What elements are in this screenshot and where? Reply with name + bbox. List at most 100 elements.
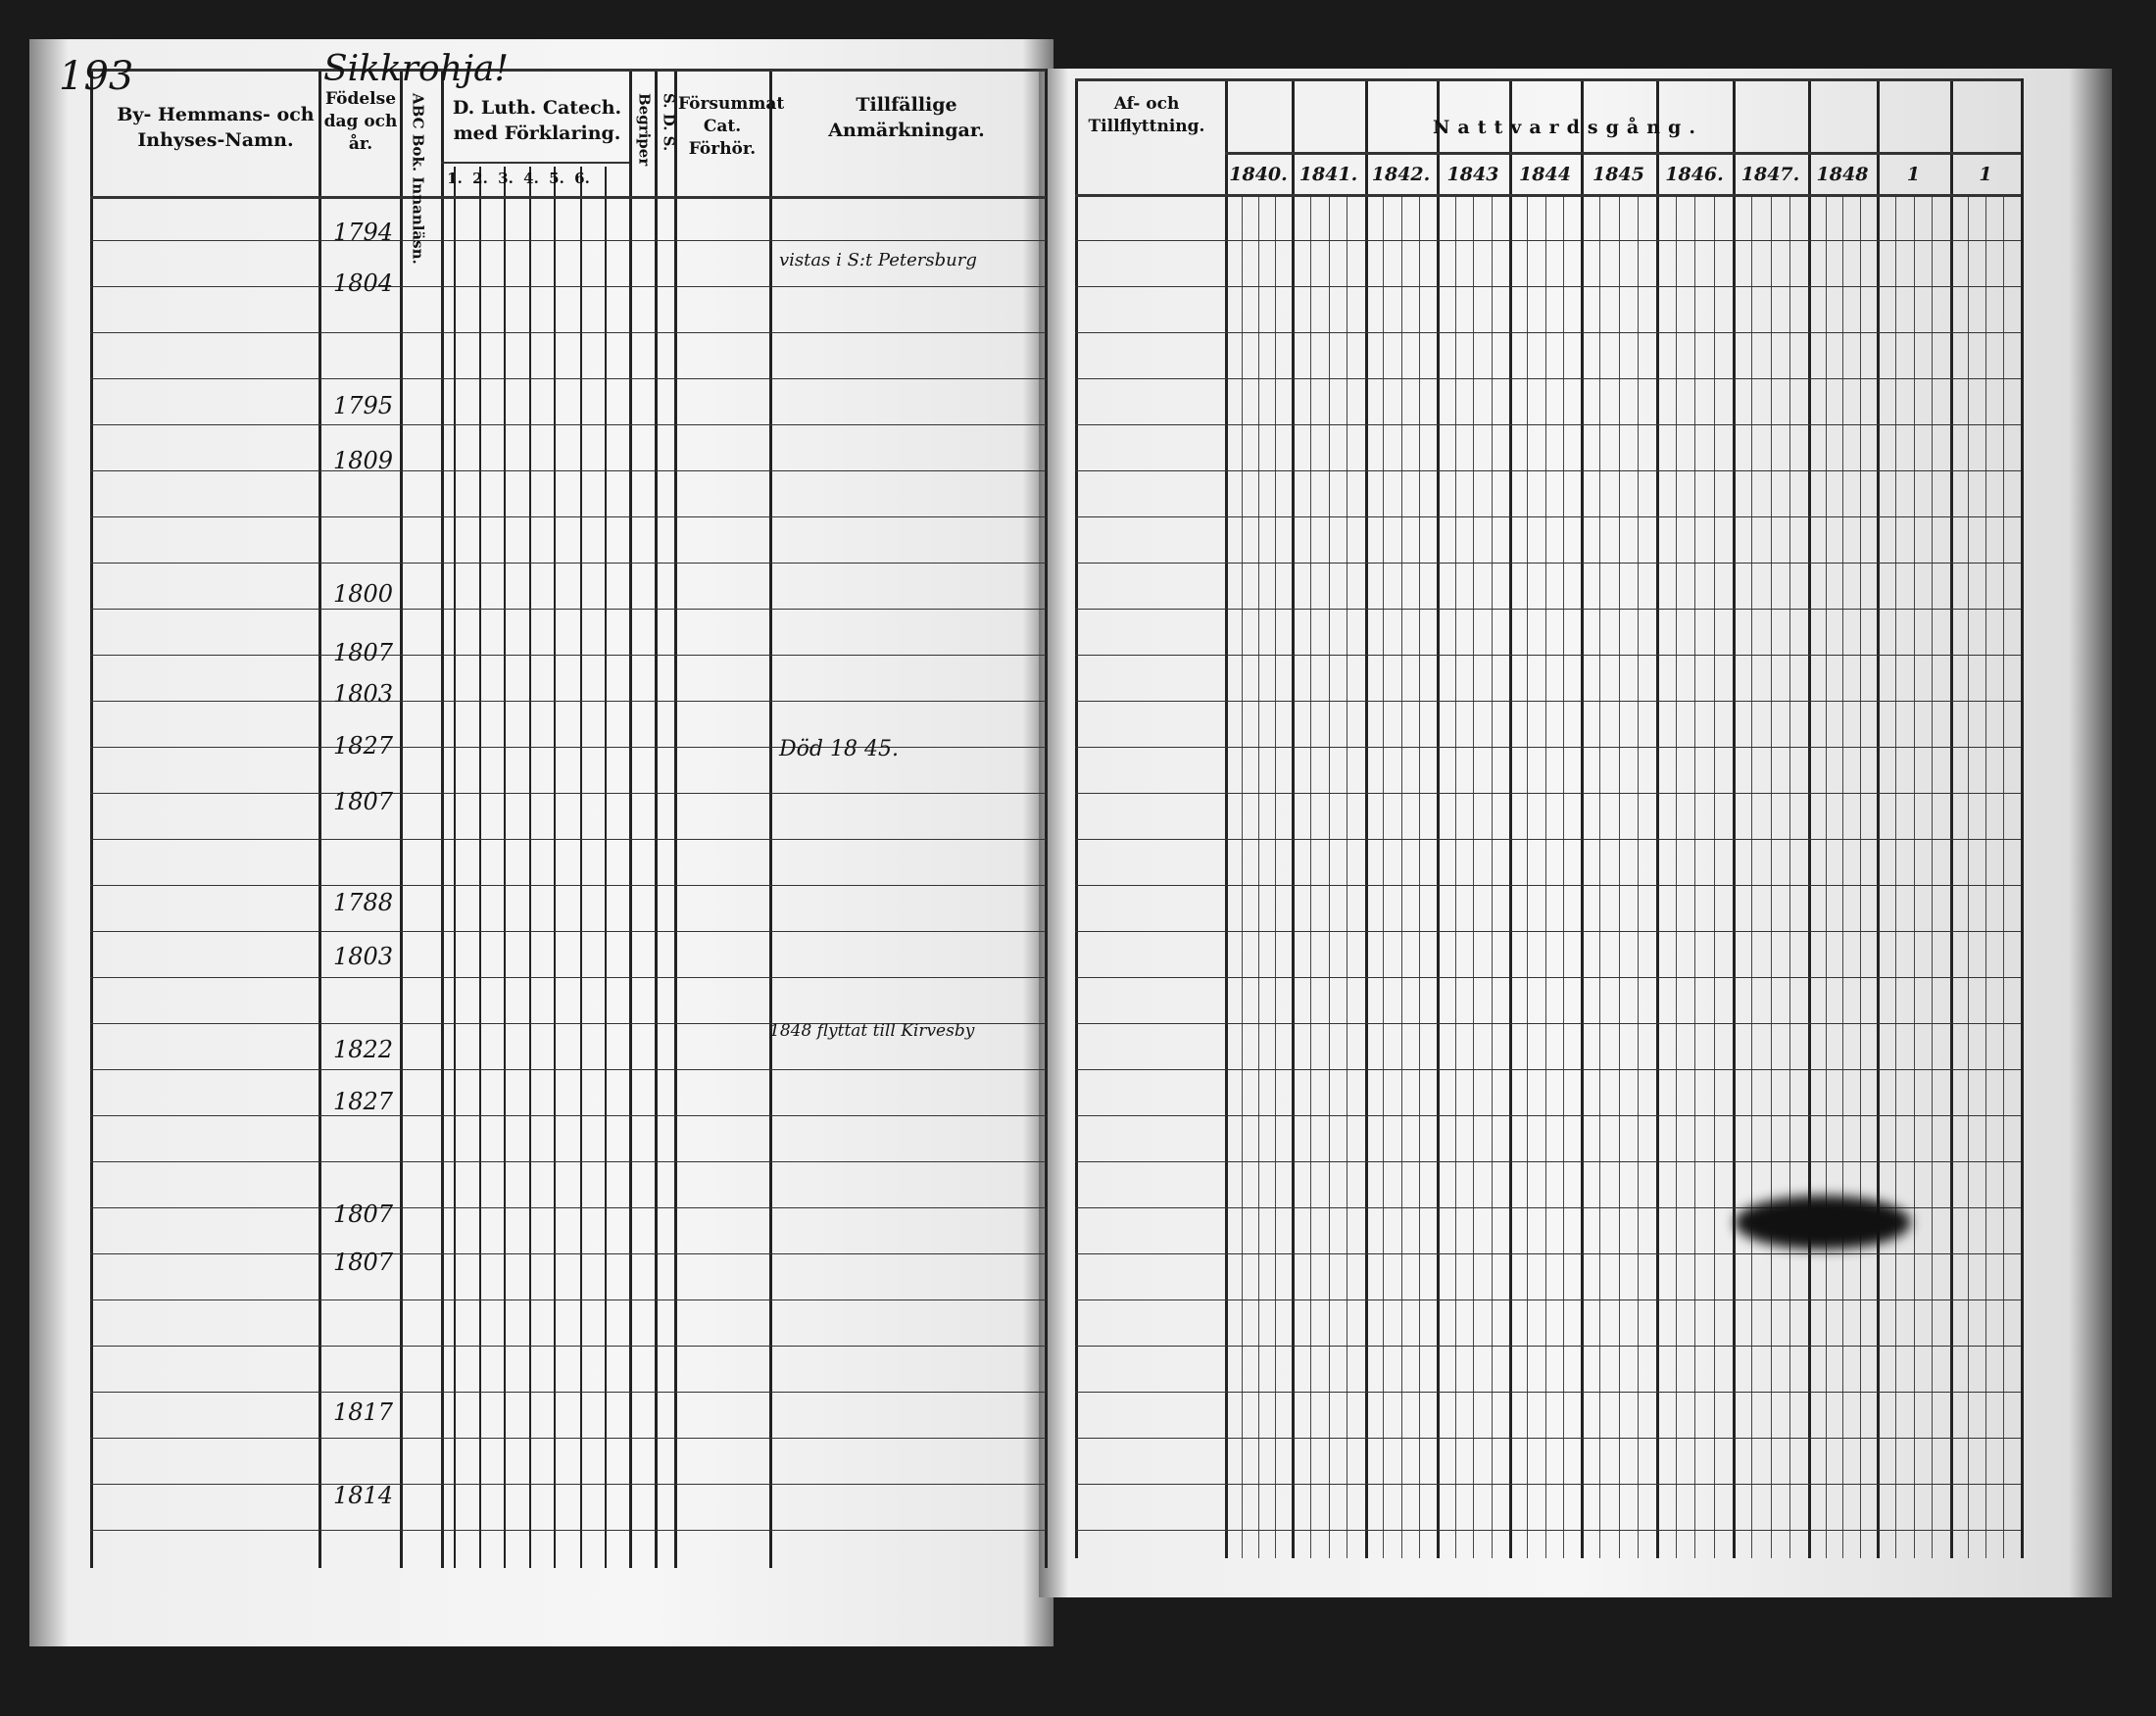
row-line — [1075, 885, 2021, 886]
row-line — [1075, 1207, 2021, 1208]
row-line — [1075, 701, 2021, 702]
header-understands: Begriper — [635, 93, 654, 167]
column-line — [655, 69, 658, 1568]
year-header: 1842. — [1371, 164, 1431, 185]
column-line — [1894, 196, 1896, 1558]
column-line — [1694, 196, 1695, 1558]
birth-year: 1817 — [333, 1398, 394, 1426]
column-line — [1527, 196, 1529, 1558]
column-line — [1788, 196, 1790, 1558]
row-line — [90, 1346, 1046, 1347]
column-line — [1418, 196, 1420, 1558]
birth-year: 1807 — [333, 639, 394, 666]
column-line — [1242, 196, 1243, 1558]
birth-year: 1807 — [333, 1249, 394, 1276]
row-line — [1075, 470, 2021, 471]
column-line — [1618, 196, 1620, 1558]
header-moves: Af- och Tillflyttning. — [1088, 94, 1205, 136]
header-line — [90, 196, 1046, 199]
birth-year: 1827 — [333, 1088, 394, 1115]
row-line — [90, 1253, 1046, 1254]
column-line — [629, 69, 632, 1568]
column-line — [1968, 196, 1969, 1558]
year-header: 1841. — [1298, 164, 1358, 185]
year-header: 1840. — [1229, 164, 1288, 185]
row-line — [1075, 1346, 2021, 1347]
year-header: 1848 — [1816, 164, 1869, 185]
catechism-part: 6. — [574, 170, 590, 187]
row-line — [90, 609, 1046, 610]
row-line — [1075, 747, 2021, 748]
column-line — [1637, 196, 1639, 1558]
birth-year: 1822 — [333, 1036, 394, 1063]
column-line — [1365, 78, 1368, 1558]
row-line — [1075, 1530, 2021, 1531]
column-line — [1473, 196, 1474, 1558]
row-line — [90, 516, 1046, 517]
row-line — [90, 1530, 1046, 1531]
year-header: 1845 — [1592, 164, 1644, 185]
column-line — [1770, 196, 1772, 1558]
row-line — [90, 655, 1046, 656]
year-header: 1843 — [1446, 164, 1499, 185]
row-line — [90, 1438, 1046, 1439]
village-heading: Sikkrohja! — [323, 49, 509, 89]
column-line — [1733, 78, 1736, 1558]
row-line — [1075, 1023, 2021, 1024]
row-line — [90, 1484, 1046, 1485]
column-line — [441, 69, 444, 1568]
row-line — [90, 470, 1046, 471]
column-line — [90, 69, 93, 1568]
remark-1: vistas i S:t Petersburg — [779, 250, 977, 270]
column-line — [1913, 196, 1915, 1558]
column-line — [1258, 196, 1259, 1558]
column-line — [1225, 78, 1228, 1558]
row-line — [90, 1023, 1046, 1024]
row-line — [90, 1161, 1046, 1162]
row-line — [90, 793, 1046, 794]
header-abc: ABC Bok. Innanläsn. — [409, 93, 427, 265]
page-number: 193 — [59, 54, 134, 99]
row-line — [1075, 1484, 2021, 1485]
row-line — [1075, 977, 2021, 978]
column-line — [1751, 196, 1753, 1558]
row-line — [90, 701, 1046, 702]
row-line — [90, 1115, 1046, 1116]
header-remarks: Tillfällige Anmärkningar. — [828, 94, 985, 141]
column-line — [1713, 196, 1715, 1558]
column-line — [1383, 196, 1385, 1558]
column-line — [1328, 196, 1330, 1558]
column-line — [1347, 196, 1348, 1558]
column-line — [1675, 196, 1677, 1558]
column-line — [1544, 196, 1546, 1558]
column-line — [400, 69, 403, 1568]
row-line — [1075, 378, 2021, 379]
row-line — [1075, 1161, 2021, 1162]
column-line — [1985, 196, 1986, 1558]
remark-3: 1848 flyttat till Kirvesby — [769, 1021, 975, 1041]
row-line — [1075, 1253, 2021, 1254]
birth-year: 1807 — [333, 1201, 394, 1228]
row-line — [90, 839, 1046, 840]
row-line — [90, 424, 1046, 425]
row-line — [1075, 240, 2021, 241]
left-page — [29, 39, 1054, 1646]
row-line — [90, 931, 1046, 932]
catechism-part: 4. — [523, 170, 539, 187]
row-line — [90, 563, 1046, 564]
row-line — [90, 286, 1046, 287]
header-birth: Födelse dag och år. — [323, 89, 398, 154]
column-line — [1599, 196, 1601, 1558]
row-line — [1075, 286, 2021, 287]
column-line — [1045, 69, 1048, 1568]
remark-2: Död 18 45. — [779, 737, 899, 761]
row-line — [90, 1392, 1046, 1393]
column-line — [1400, 196, 1402, 1558]
column-line — [605, 167, 607, 1568]
birth-year: 1827 — [333, 732, 394, 760]
birth-year: 1803 — [333, 943, 394, 970]
row-line — [90, 977, 1046, 978]
ink-smudge — [1735, 1196, 1911, 1250]
column-line — [504, 167, 506, 1568]
header-catechism: D. Luth. Catech. med Förklaring. — [452, 97, 622, 144]
